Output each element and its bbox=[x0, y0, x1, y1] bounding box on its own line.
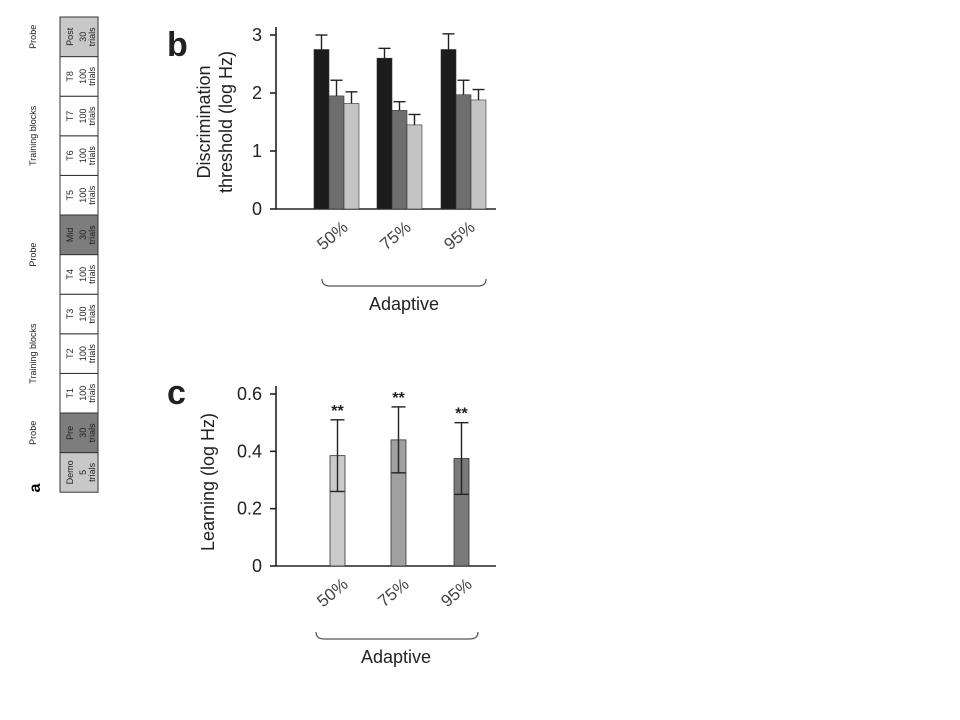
block-trials-count: 100 bbox=[78, 386, 88, 401]
block-trials-count: 5 bbox=[78, 470, 88, 475]
block-name: T4 bbox=[65, 269, 75, 280]
block-cell bbox=[59, 412, 99, 454]
block-trials-count: 100 bbox=[78, 306, 88, 321]
group-label: Adaptive bbox=[361, 647, 431, 667]
block-trials-count: 100 bbox=[78, 346, 88, 361]
block-trials-unit: trials bbox=[87, 423, 97, 443]
block-name: T1 bbox=[65, 388, 75, 399]
group-bracket bbox=[315, 631, 479, 640]
y-tick-label: 0.4 bbox=[237, 441, 262, 461]
group-label: Adaptive bbox=[369, 294, 439, 314]
block-cell bbox=[59, 56, 99, 97]
panel-letter-a: a bbox=[27, 483, 44, 492]
y-tick-label: 3 bbox=[252, 25, 262, 45]
block-cell bbox=[59, 293, 99, 335]
category-label: 75% bbox=[374, 575, 412, 611]
block-name: T2 bbox=[65, 348, 75, 359]
block-name: Demo bbox=[65, 460, 75, 484]
y-tick-label: 0 bbox=[252, 199, 262, 219]
block-name: T7 bbox=[65, 111, 75, 122]
block-trials-unit: trials bbox=[87, 146, 97, 166]
block-name: Post bbox=[65, 27, 75, 46]
block-cell bbox=[59, 214, 99, 256]
block-name: T5 bbox=[65, 190, 75, 201]
block-trials-unit: trials bbox=[87, 27, 97, 47]
block-trials-count: 30 bbox=[78, 32, 88, 42]
block-trials-count: 100 bbox=[78, 148, 88, 163]
significance-marker: ** bbox=[455, 406, 468, 423]
block-cell bbox=[59, 372, 99, 414]
block-group-label: Training blocks bbox=[28, 323, 38, 384]
block-trials-count: 100 bbox=[78, 188, 88, 203]
block-name: T6 bbox=[65, 150, 75, 161]
block-trials-count: 100 bbox=[78, 69, 88, 84]
block-name: Pre bbox=[65, 426, 75, 440]
y-axis-label: Discrimination bbox=[194, 65, 214, 178]
y-tick-label: 0 bbox=[252, 556, 262, 576]
y-axis-label: Learning (log Hz) bbox=[198, 413, 218, 551]
block-trials-unit: trials bbox=[87, 344, 97, 364]
block-name: Mid bbox=[65, 228, 75, 243]
group-bracket bbox=[321, 278, 487, 287]
block-group-label: Probe bbox=[28, 243, 38, 267]
block-cell bbox=[59, 174, 99, 216]
block-trials-count: 100 bbox=[78, 108, 88, 123]
y-tick-label: 0.2 bbox=[237, 499, 262, 519]
significance-marker: ** bbox=[392, 390, 405, 407]
block-name: T8 bbox=[65, 71, 75, 82]
block-trials-unit: trials bbox=[87, 264, 97, 284]
block-group-label: Probe bbox=[28, 421, 38, 445]
significance-marker: ** bbox=[331, 403, 344, 420]
block-trials-count: 100 bbox=[78, 267, 88, 282]
panel-letter-b: b bbox=[167, 26, 188, 64]
block-cell bbox=[59, 16, 99, 58]
category-label: 95% bbox=[437, 575, 475, 611]
panel-letter-c: c bbox=[167, 374, 186, 412]
block-group-label: Probe bbox=[28, 25, 38, 49]
block-trials-unit: trials bbox=[87, 185, 97, 205]
block-group-label: Training blocks bbox=[28, 105, 38, 166]
y-tick-label: 2 bbox=[252, 83, 262, 103]
block-trials-count: 30 bbox=[78, 230, 88, 240]
y-tick-label: 0.6 bbox=[237, 384, 262, 404]
block-trials-unit: trials bbox=[87, 462, 97, 482]
block-cell bbox=[59, 95, 99, 137]
block-trials-unit: trials bbox=[87, 225, 97, 245]
y-axis-label: threshold (log Hz) bbox=[216, 51, 236, 193]
block-trials-unit: trials bbox=[87, 106, 97, 126]
block-trials-unit: trials bbox=[87, 66, 97, 86]
category-label: 50% bbox=[313, 575, 351, 611]
y-tick-label: 1 bbox=[252, 141, 262, 161]
block-trials-unit: trials bbox=[87, 383, 97, 403]
block-cell bbox=[59, 333, 99, 374]
block-trials-unit: trials bbox=[87, 304, 97, 324]
block-name: T3 bbox=[65, 309, 75, 320]
block-trials-count: 30 bbox=[78, 428, 88, 438]
block-cell bbox=[59, 452, 99, 493]
block-cell bbox=[59, 135, 99, 176]
